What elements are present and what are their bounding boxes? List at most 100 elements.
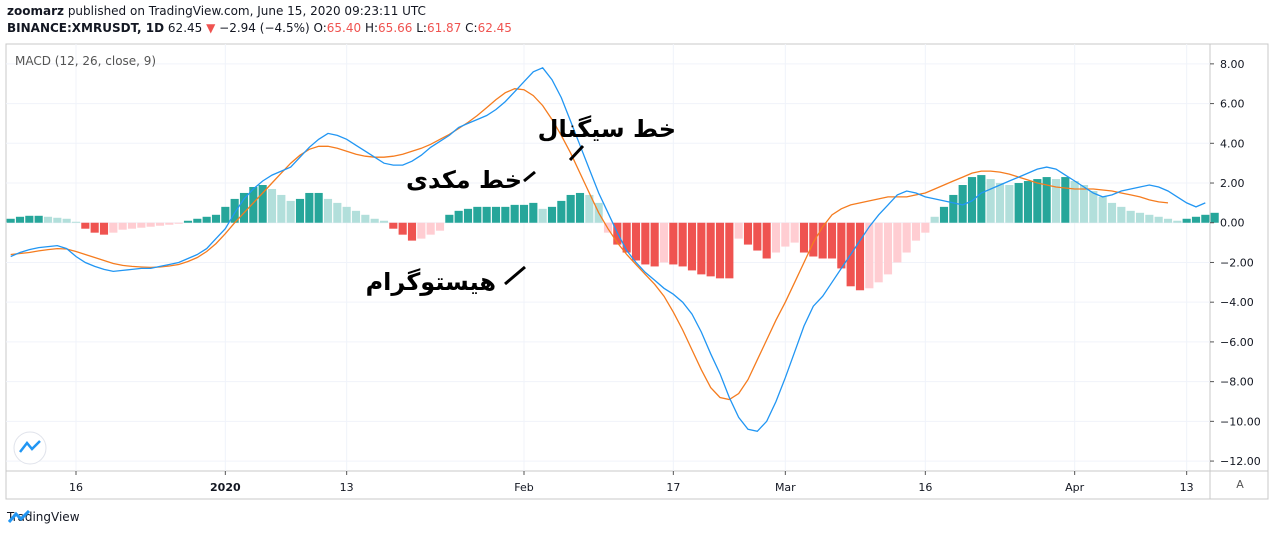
histogram-bar [678,222,687,267]
y-tick-label: −4.00 [1220,296,1254,309]
histogram-bar [1098,196,1107,223]
histogram-bar [734,222,743,239]
histogram-bar [1210,212,1219,223]
publish-text: published on TradingView.com, June 15, 2… [67,4,426,18]
signal-line [10,88,1169,401]
price-change: −2.94 (−4.5%) [219,21,310,35]
annotation-signal-pointer [568,144,585,162]
y-tick-label: 4.00 [1220,137,1245,150]
histogram-bar [855,222,865,291]
histogram-bar [706,222,715,277]
histogram-bar [557,200,566,223]
histogram-bar [641,222,650,265]
histogram-bar [193,218,202,223]
histogram-bar [781,222,790,247]
histogram-bar [258,185,267,223]
histogram-bar [155,222,165,226]
histogram-bar [323,198,333,223]
histogram-bar [146,222,155,227]
histogram-bar [137,222,146,228]
close-label: C: [465,21,478,35]
histogram-bar [827,222,837,259]
histogram-bar [174,222,183,224]
histogram-bar [333,202,342,223]
histogram-bar [1163,218,1173,223]
histogram-bar [43,216,53,223]
auto-scale-button[interactable]: A [1236,478,1244,491]
high-value: 65.66 [378,21,413,35]
histogram-bar [435,222,445,231]
y-tick-label: 2.00 [1220,177,1245,190]
annotation-macd-text: خط مکدی [406,166,522,194]
histogram-bar [809,222,818,257]
histogram-bar [361,214,370,223]
histogram-bar [34,215,43,223]
histogram-bar [743,222,753,245]
histogram-bar [622,222,631,253]
y-tick-label: −12.00 [1220,455,1261,468]
histogram-bar [977,175,986,223]
histogram-bar [687,222,697,271]
histogram-bar [865,222,874,289]
annotation-signal: خط سیگنال [538,115,676,162]
histogram-bar [799,222,809,253]
histogram-bar [837,222,846,269]
histogram-bar [165,222,174,225]
y-tick-label: 6.00 [1220,98,1245,111]
open-value: 65.40 [326,21,362,35]
histogram-bar [902,222,911,253]
x-tick-label: Mar [775,481,796,494]
grid-lines [6,44,1210,471]
histogram-bar [519,204,529,223]
histogram-bar [426,222,435,235]
histogram-bar [930,216,939,223]
histogram-bar [370,218,379,223]
price-axis[interactable]: 8.00 6.00 4.00 2.00 0.00 −2.00 −4.00 −6.00 −8.00… [1210,58,1261,468]
annotation-macd: خط مکدی [406,166,536,194]
histogram-bar [893,222,902,263]
histogram-bar [211,214,221,223]
histogram-bar [1135,212,1145,223]
histogram-bar [1145,214,1154,223]
annotation-macd-pointer [523,170,536,183]
histogram-bar [547,206,557,223]
indicator-title[interactable]: MACD (12, 26, close, 9) [15,54,156,68]
high-label: H: [364,21,379,35]
histogram-bar [911,222,921,241]
histogram-bar [221,206,230,223]
x-tick-label: 16 [69,481,83,494]
histogram-bar [25,215,34,223]
footer-brand[interactable]: TradingView [7,510,80,524]
x-tick-label: 17 [666,481,680,494]
histogram-bar [230,198,239,223]
histogram-bar [669,222,678,265]
histogram-bar [1023,181,1033,223]
histogram-bar [445,214,454,223]
histogram-bar [650,222,659,267]
time-axis[interactable]: 16202013Feb17Mar16Apr13May18 [69,471,1274,494]
author-name[interactable]: zoomarz [7,4,64,18]
histogram-bar [631,222,641,261]
annotation-histogram-text: هیستوگرام [366,268,496,296]
histogram-bar [407,222,417,241]
indicator-lines [10,67,1206,433]
symbol-title[interactable]: BINANCE:XMRUSDT, 1D [7,21,165,35]
histogram-bar [510,204,519,223]
histogram-bar [239,192,249,223]
histogram-bar [491,206,501,223]
histogram-bar [1173,220,1182,223]
histogram-bar [342,206,351,223]
histogram-bar [529,202,538,223]
y-tick-label: −8.00 [1220,376,1254,389]
histogram-bar [818,222,827,259]
histogram-bar [305,192,314,223]
histogram-bar [6,218,15,223]
histogram-bar [1051,179,1061,223]
histogram-bar [249,186,258,223]
histogram-bar [575,192,585,223]
histogram-bar [1070,181,1079,223]
histogram-bar [81,222,90,229]
y-tick-label: −10.00 [1220,415,1261,428]
histogram-bar [71,221,81,223]
